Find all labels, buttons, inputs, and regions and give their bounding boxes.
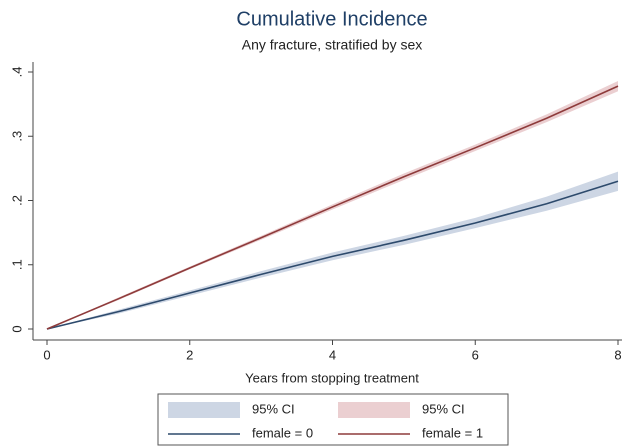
legend-ci-swatch [338,402,410,418]
ci-band [47,80,618,330]
line [46,180,619,330]
x-tick-label: 8 [614,347,621,362]
x-tick-label: 6 [472,347,479,362]
x-tick-label: 0 [43,347,50,362]
line [46,85,619,330]
legend-label: female = 1 [422,425,483,440]
y-tick-label: .1 [9,259,24,270]
ci-band [47,171,618,329]
x-tick-label: 4 [329,347,336,362]
y-tick-label: .2 [9,195,24,206]
y-tick-label: .3 [9,131,24,142]
legend-label: 95% CI [252,401,295,416]
legend-label: female = 0 [252,425,313,440]
x-tick-label: 2 [186,347,193,362]
legend-ci-swatch [168,402,240,418]
legend-label: 95% CI [422,401,465,416]
y-tick-label: 0 [9,325,24,332]
x-axis-label: Years from stopping treatment [245,370,419,385]
y-tick-label: .4 [9,67,24,78]
chart-subtitle: Any fracture, stratified by sex [242,37,423,53]
chart-title: Cumulative Incidence [236,8,427,30]
